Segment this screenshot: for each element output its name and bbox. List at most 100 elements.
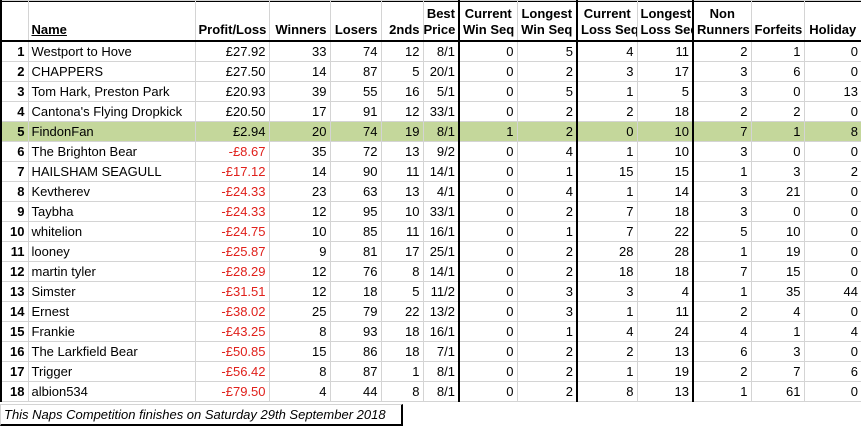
header-pos[interactable] xyxy=(0,0,29,41)
position-cell[interactable]: 5 xyxy=(0,120,29,142)
name-cell[interactable]: The Brighton Bear xyxy=(27,140,196,162)
forfeits-cell[interactable]: 4 xyxy=(750,300,805,322)
longest-win-seq-cell[interactable]: 3 xyxy=(516,300,578,322)
header-non-runners[interactable]: Non Runners xyxy=(692,0,752,41)
position-cell[interactable]: 11 xyxy=(0,240,29,262)
position-cell[interactable]: 1 xyxy=(0,39,29,62)
current-win-seq-cell[interactable]: 0 xyxy=(458,340,518,362)
best-price-cell[interactable]: 13/2 xyxy=(422,300,460,322)
header-name[interactable]: Name xyxy=(27,0,196,41)
longest-loss-seq-cell[interactable]: 18 xyxy=(636,260,694,282)
longest-win-seq-cell[interactable]: 1 xyxy=(516,160,578,182)
forfeits-cell[interactable]: 6 xyxy=(750,60,805,82)
profit-loss-cell[interactable]: £2.94 xyxy=(194,120,270,142)
name-cell[interactable]: Kevtherev xyxy=(27,180,196,202)
seconds-cell[interactable]: 8 xyxy=(380,380,424,402)
profit-loss-cell[interactable]: -£56.42 xyxy=(194,360,270,382)
longest-loss-seq-cell[interactable]: 13 xyxy=(636,340,694,362)
current-win-seq-cell[interactable]: 0 xyxy=(458,240,518,262)
losers-cell[interactable]: 76 xyxy=(329,260,382,282)
current-loss-seq-cell[interactable]: 3 xyxy=(576,60,638,82)
header-holiday[interactable]: Holiday xyxy=(803,0,861,41)
longest-loss-seq-cell[interactable]: 24 xyxy=(636,320,694,342)
seconds-cell[interactable]: 17 xyxy=(380,240,424,262)
profit-loss-cell[interactable]: -£25.87 xyxy=(194,240,270,262)
name-cell[interactable]: whitelion xyxy=(27,220,196,242)
forfeits-cell[interactable]: 3 xyxy=(750,340,805,362)
current-loss-seq-cell[interactable]: 15 xyxy=(576,160,638,182)
current-win-seq-cell[interactable]: 0 xyxy=(458,39,518,62)
winners-cell[interactable]: 35 xyxy=(268,140,331,162)
best-price-cell[interactable]: 7/1 xyxy=(422,340,460,362)
profit-loss-cell[interactable]: -£38.02 xyxy=(194,300,270,322)
forfeits-cell[interactable]: 0 xyxy=(750,80,805,102)
longest-loss-seq-cell[interactable]: 5 xyxy=(636,80,694,102)
best-price-cell[interactable]: 33/1 xyxy=(422,200,460,222)
position-cell[interactable]: 6 xyxy=(0,140,29,162)
non-runners-cell[interactable]: 2 xyxy=(692,39,752,62)
current-loss-seq-cell[interactable]: 7 xyxy=(576,220,638,242)
forfeits-cell[interactable]: 1 xyxy=(750,120,805,142)
winners-cell[interactable]: 4 xyxy=(268,380,331,402)
current-loss-seq-cell[interactable]: 3 xyxy=(576,280,638,302)
non-runners-cell[interactable]: 3 xyxy=(692,80,752,102)
name-cell[interactable]: Simster xyxy=(27,280,196,302)
position-cell[interactable]: 16 xyxy=(0,340,29,362)
holiday-cell[interactable]: 0 xyxy=(803,260,861,282)
winners-cell[interactable]: 39 xyxy=(268,80,331,102)
non-runners-cell[interactable]: 3 xyxy=(692,200,752,222)
longest-loss-seq-cell[interactable]: 17 xyxy=(636,60,694,82)
forfeits-cell[interactable]: 35 xyxy=(750,280,805,302)
current-win-seq-cell[interactable]: 0 xyxy=(458,160,518,182)
longest-win-seq-cell[interactable]: 1 xyxy=(516,220,578,242)
losers-cell[interactable]: 81 xyxy=(329,240,382,262)
longest-win-seq-cell[interactable]: 3 xyxy=(516,280,578,302)
winners-cell[interactable]: 15 xyxy=(268,340,331,362)
profit-loss-cell[interactable]: -£17.12 xyxy=(194,160,270,182)
longest-loss-seq-cell[interactable]: 18 xyxy=(636,100,694,122)
losers-cell[interactable]: 86 xyxy=(329,340,382,362)
seconds-cell[interactable]: 12 xyxy=(380,39,424,62)
losers-cell[interactable]: 87 xyxy=(329,360,382,382)
profit-loss-cell[interactable]: -£24.33 xyxy=(194,200,270,222)
non-runners-cell[interactable]: 2 xyxy=(692,100,752,122)
losers-cell[interactable]: 72 xyxy=(329,140,382,162)
seconds-cell[interactable]: 11 xyxy=(380,220,424,242)
longest-win-seq-cell[interactable]: 4 xyxy=(516,140,578,162)
non-runners-cell[interactable]: 7 xyxy=(692,120,752,142)
current-loss-seq-cell[interactable]: 18 xyxy=(576,260,638,282)
longest-win-seq-cell[interactable]: 5 xyxy=(516,80,578,102)
current-win-seq-cell[interactable]: 0 xyxy=(458,140,518,162)
losers-cell[interactable]: 18 xyxy=(329,280,382,302)
current-loss-seq-cell[interactable]: 1 xyxy=(576,360,638,382)
forfeits-cell[interactable]: 61 xyxy=(750,380,805,402)
seconds-cell[interactable]: 16 xyxy=(380,80,424,102)
position-cell[interactable]: 9 xyxy=(0,200,29,222)
seconds-cell[interactable]: 13 xyxy=(380,180,424,202)
current-win-seq-cell[interactable]: 0 xyxy=(458,360,518,382)
best-price-cell[interactable]: 16/1 xyxy=(422,220,460,242)
position-cell[interactable]: 7 xyxy=(0,160,29,182)
winners-cell[interactable]: 12 xyxy=(268,280,331,302)
seconds-cell[interactable]: 10 xyxy=(380,200,424,222)
current-win-seq-cell[interactable]: 0 xyxy=(458,220,518,242)
name-cell[interactable]: martin tyler xyxy=(27,260,196,282)
forfeits-cell[interactable]: 15 xyxy=(750,260,805,282)
best-price-cell[interactable]: 8/1 xyxy=(422,39,460,62)
holiday-cell[interactable]: 0 xyxy=(803,200,861,222)
longest-win-seq-cell[interactable]: 4 xyxy=(516,180,578,202)
longest-loss-seq-cell[interactable]: 19 xyxy=(636,360,694,382)
winners-cell[interactable]: 10 xyxy=(268,220,331,242)
holiday-cell[interactable]: 0 xyxy=(803,380,861,402)
profit-loss-cell[interactable]: £27.50 xyxy=(194,60,270,82)
winners-cell[interactable]: 17 xyxy=(268,100,331,122)
longest-loss-seq-cell[interactable]: 14 xyxy=(636,180,694,202)
current-loss-seq-cell[interactable]: 2 xyxy=(576,340,638,362)
longest-win-seq-cell[interactable]: 5 xyxy=(516,39,578,62)
profit-loss-cell[interactable]: -£8.67 xyxy=(194,140,270,162)
current-win-seq-cell[interactable]: 0 xyxy=(458,260,518,282)
header-forfeits[interactable]: Forfeits xyxy=(750,0,805,41)
profit-loss-cell[interactable]: £20.93 xyxy=(194,80,270,102)
forfeits-cell[interactable]: 1 xyxy=(750,320,805,342)
current-loss-seq-cell[interactable]: 4 xyxy=(576,320,638,342)
